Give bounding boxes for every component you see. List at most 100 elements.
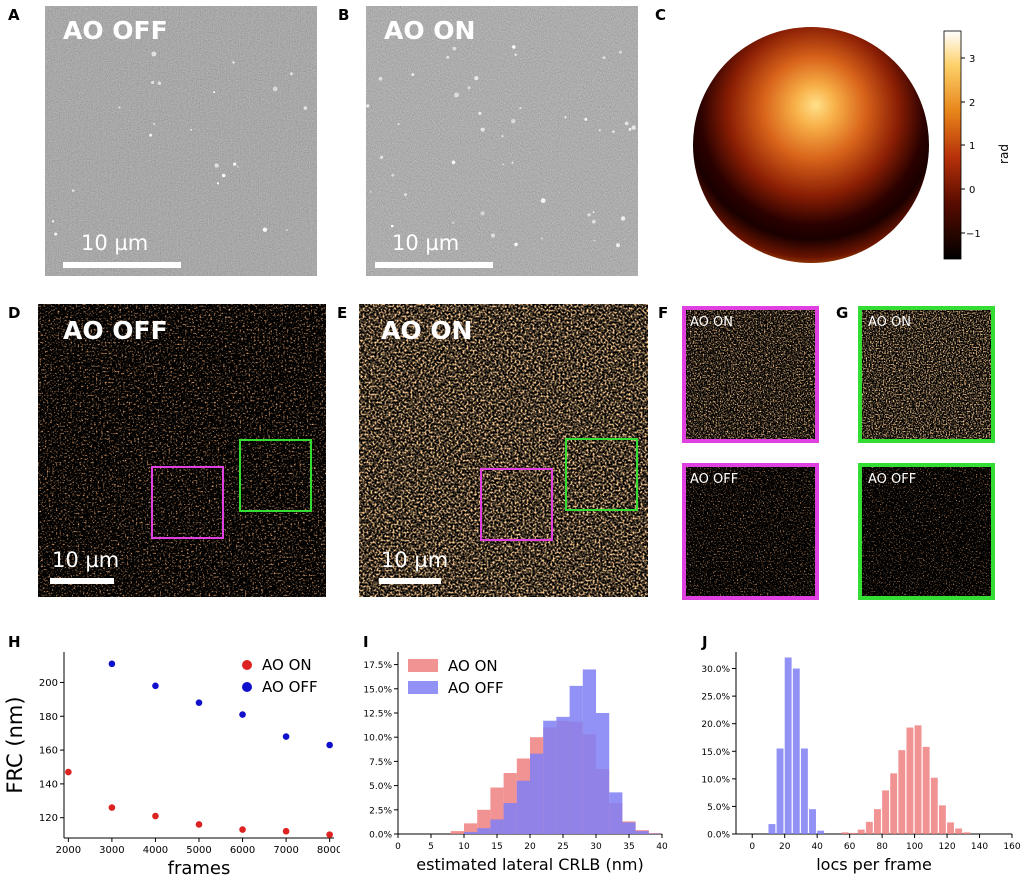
fluorophore-spot [628,127,632,131]
fluorophore-spot [452,221,455,224]
histogram-bar [503,803,517,834]
scatter-point [326,831,333,838]
fluorophore-spot [232,61,235,64]
localization-texture [38,304,326,597]
y-tick-label: 10.0% [701,775,730,785]
fluorophore-spot [564,116,567,119]
histogram-bar [792,668,800,834]
fluorophore-spot [541,237,544,240]
x-tick-label: 40 [811,842,823,852]
x-tick-label: 3000 [99,845,124,856]
histogram-bar [464,832,478,834]
scale-bar-label: 10 µm [392,231,460,255]
fluorophore-spot [411,73,414,76]
x-tick-label: 0 [749,842,755,852]
x-axis-label: locs per frame [816,855,932,874]
fluorophore-spot [52,220,55,223]
scatter-point [239,711,246,718]
scatter-point [108,660,116,668]
scatter-point [195,821,203,828]
localization-texture [359,304,648,597]
fluorophore-spot [285,229,288,231]
fluorophore-spot [262,227,268,232]
colorbar-tick: 0 [969,185,975,196]
scatter-point [152,682,159,690]
panel-label-b: B [338,6,350,24]
fluorophore-spot [118,106,121,109]
y-tick-label: 160 [39,746,58,757]
x-tick-label: 10 [458,842,470,852]
fluorophore-spot [620,216,626,221]
localization-texture [686,467,815,596]
colorbar-ticks: 3 2 1 0 −1 [961,54,981,240]
y-tick-label: 200 [39,678,58,689]
histogram-bar [582,669,596,834]
panel-label-g: G [836,304,849,322]
fluorophore-spot [624,121,629,126]
histogram-bar [947,822,954,834]
fluorophore-spot [369,191,372,193]
widefield-image-ao-on: AO ON 10 µm [366,6,638,276]
image-title: AO OFF [63,16,168,45]
zoom-label: AO OFF [868,472,917,487]
fluorophore-spot [213,91,216,94]
x-axis-label: estimated lateral CRLB (nm) [416,855,643,874]
y-tick-label: 0.0% [369,831,392,841]
fluorophore-spot [404,193,407,197]
panel-label-h: H [8,633,21,651]
histogram-bar [809,809,816,834]
panel-label-e: E [337,304,348,322]
image-title: AO OFF [63,316,168,345]
localization-texture [862,467,991,596]
fluorophore-spot [502,163,505,166]
y-tick-label: 15.0% [363,685,392,695]
fluorophore-spot [216,182,220,185]
y-tick-label: 7.5% [369,758,392,768]
y-tick-label: 12.5% [363,709,392,719]
fluorophore-spot [390,224,394,228]
x-tick-label: 7000 [273,845,298,856]
histogram-bar [622,822,636,834]
y-axis-label: FRC (nm) [3,696,27,793]
scale-bar [63,262,181,268]
histogram-bar [882,790,890,834]
panel-label-c: C [655,6,667,24]
histogram-bar [817,830,825,834]
histogram-bar [450,831,464,834]
y-tick-label: 20.0% [701,720,730,730]
x-tick-label: 20 [779,842,791,852]
zoom-roi-green-ao-off: AO OFF [858,463,995,600]
widefield-image-ao-off: AO OFF 10 µm [45,6,317,276]
zoom-roi-magenta-ao-on: AO ON [682,306,819,443]
x-tick-label: 0 [395,842,401,852]
histogram-bar [890,773,898,834]
panel-label-j: J [702,633,708,651]
y-tick-label: 2.5% [369,806,392,816]
fluorophore-spot [467,86,471,90]
x-tick-label: 140 [971,842,988,852]
noise-texture [366,6,638,276]
fluorophore-spot [71,189,75,192]
super-resolution-image-ao-on: AO ON 10 µm [359,304,648,597]
histogram-bar [784,657,792,834]
x-tick-label: 4000 [143,845,168,856]
scale-bar-label: 10 µm [381,548,449,572]
zoom-roi-green-ao-on: AO ON [858,306,995,443]
super-resolution-image-ao-off: AO OFF 10 µm [38,304,326,597]
histogram-bar [776,748,784,834]
histogram-bar [865,821,873,834]
roi-box-magenta [480,468,553,541]
frc-vs-frames-chart: 2000 3000 4000 5000 6000 7000 8000 120 140 160 180… [3,652,340,879]
fluorophore-spot [151,80,155,85]
x-tick-label: 8000 [317,845,340,856]
phase-disk [693,27,929,263]
roi-box-green [565,438,638,511]
noise-texture [45,6,317,276]
histogram-bar [768,824,776,834]
histogram-bar [516,780,530,834]
fluorophore-spot [221,173,226,178]
panel-label-a: A [8,6,20,24]
legend-swatch [408,659,438,672]
panel-label-i: I [363,633,369,651]
x-tick-label: 160 [1003,842,1020,852]
